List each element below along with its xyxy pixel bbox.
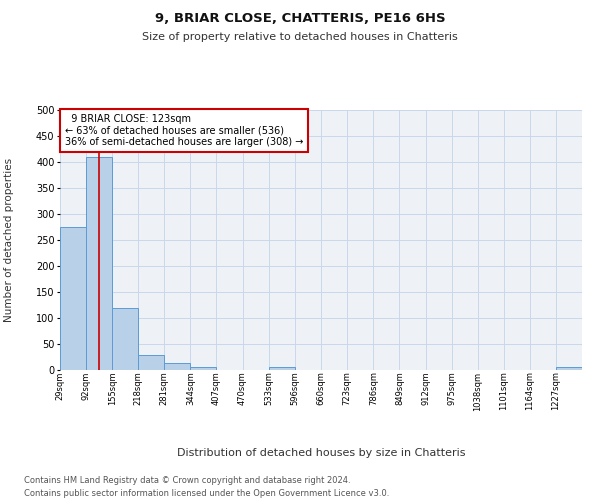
Bar bbox=[86, 157, 112, 370]
Bar bbox=[164, 362, 190, 370]
Bar bbox=[190, 368, 217, 370]
Text: 9 BRIAR CLOSE: 123sqm
← 63% of detached houses are smaller (536)
36% of semi-det: 9 BRIAR CLOSE: 123sqm ← 63% of detached … bbox=[65, 114, 304, 147]
Text: Size of property relative to detached houses in Chatteris: Size of property relative to detached ho… bbox=[142, 32, 458, 42]
Text: Contains public sector information licensed under the Open Government Licence v3: Contains public sector information licen… bbox=[24, 489, 389, 498]
Text: Number of detached properties: Number of detached properties bbox=[4, 158, 14, 322]
Bar bbox=[60, 227, 86, 370]
Text: 9, BRIAR CLOSE, CHATTERIS, PE16 6HS: 9, BRIAR CLOSE, CHATTERIS, PE16 6HS bbox=[155, 12, 445, 26]
Bar bbox=[556, 368, 582, 370]
Bar bbox=[269, 368, 295, 370]
Bar bbox=[112, 308, 138, 370]
Bar bbox=[138, 356, 164, 370]
Text: Contains HM Land Registry data © Crown copyright and database right 2024.: Contains HM Land Registry data © Crown c… bbox=[24, 476, 350, 485]
Text: Distribution of detached houses by size in Chatteris: Distribution of detached houses by size … bbox=[177, 448, 465, 458]
